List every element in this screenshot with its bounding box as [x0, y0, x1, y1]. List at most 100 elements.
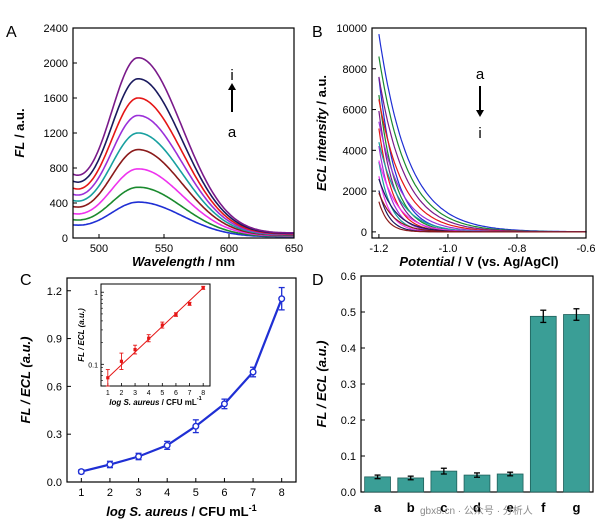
panel-d-y-tick-label: 0.2	[341, 415, 356, 427]
panel-d-y-tick-label: 0.4	[341, 343, 356, 355]
panel-b-ecl-curves: -1.2 -1.0 -0.8 -0.6 0 2000 4000 6000 8000 10000 Po…	[314, 23, 595, 269]
inset-data-point	[106, 376, 110, 380]
panel-d-y-tick-label: 0.3	[341, 379, 356, 391]
panel-b-x-tick-label: -1.0	[438, 243, 457, 255]
panel-b-y-tick-label: 2000	[343, 186, 367, 198]
inset-plot-frame	[100, 283, 211, 387]
panel-c-y-tick-label: 1.2	[47, 286, 62, 298]
inset-x-tick-label: 3	[133, 390, 137, 397]
panel-a-arrow-label-top: i	[230, 67, 233, 84]
inset-data-point	[119, 359, 124, 363]
spectrum-line-c	[72, 168, 294, 237]
panel-b-y-tick-label: 0	[361, 227, 367, 239]
panel-c-data-point	[106, 460, 114, 468]
panel-b-y-axis-label: ECL intensity / a.u.	[314, 75, 329, 191]
ecl-curve-a	[378, 34, 587, 233]
panel-b-arrow-head	[476, 110, 484, 117]
spectrum-line-h	[72, 78, 294, 235]
panel-letter-d: D	[312, 272, 324, 289]
panel-c-y-axis-label: FL / ECL (a.u.)	[18, 337, 33, 424]
inset-x-tick-label: 7	[188, 390, 192, 397]
panel-c-x-tick-label: 3	[136, 487, 142, 499]
bar-g	[563, 314, 590, 493]
inset-x-axis-label: log S. aureus / CFU mL-1	[109, 396, 202, 407]
panel-a-y-tick-label: 400	[50, 198, 68, 210]
inset-data-point	[133, 347, 137, 352]
ecl-curve-e	[378, 121, 586, 233]
inset-y-axis-label: FL / ECL (a.u.)	[77, 308, 86, 362]
panel-a-x-tick-label: 550	[155, 243, 173, 255]
panel-letter-a: A	[6, 24, 17, 41]
bar-category-label-c: c	[440, 500, 447, 515]
panel-a-fluorescence-spectra: 500 550 600 650 0 400 800 1200 1600 2000 2400 Wavel…	[12, 23, 303, 269]
panel-letter-c: C	[20, 272, 32, 289]
inset-data-point	[187, 302, 192, 306]
panel-b-x-tick-label: -0.8	[507, 243, 526, 255]
panel-c-data-point	[135, 453, 143, 461]
panel-b-x-axis-label: Potential / V (vs. Ag/AgCl)	[399, 254, 558, 269]
panel-d-y-tick-label: 0.0	[341, 487, 356, 499]
panel-c-x-tick-label: 8	[279, 487, 285, 499]
panel-b-x-tick-label: -0.6	[577, 243, 596, 255]
inset-x-tick-label: 2	[119, 390, 123, 397]
panel-c-data-point	[249, 368, 257, 376]
panel-c-y-tick-label: 0.3	[47, 429, 62, 441]
panel-c-y-tick-label: 0.9	[47, 334, 62, 346]
panel-c-x-tick-label: 2	[107, 487, 113, 499]
panel-b-y-tick-label: 8000	[343, 64, 367, 76]
panel-c-x-tick-label: 5	[193, 487, 199, 499]
bar-category-label-g: g	[572, 500, 580, 515]
bar-category-label-e: e	[507, 500, 514, 515]
panel-b-arrow-label-top: a	[476, 66, 485, 83]
panel-a-x-tick-label: 600	[220, 243, 238, 255]
inset-x-tick-label: 1	[106, 390, 110, 397]
inset-data-point	[160, 323, 164, 327]
panel-c-ratio-vs-concentration: 1 2 3 4 5 6 7 8 0.0 0.3 0.6 0.9 1.2 log S. aureus / C…	[18, 277, 297, 519]
spectrum-line-e	[72, 132, 294, 236]
spectrum-line-b	[72, 186, 295, 237]
panel-d-selectivity-bars: 0.0 0.1 0.2 0.3 0.4 0.5 0.6 a b c d e f g FL / ECL (a.…	[314, 271, 594, 515]
panel-a-y-axis-label: FL / a.u.	[12, 108, 27, 157]
panel-a-x-tick-label: 500	[90, 243, 108, 255]
bar-f	[529, 315, 557, 493]
panel-a-y-tick-label: 2400	[44, 23, 68, 35]
panel-b-y-tick-label: 4000	[343, 145, 367, 157]
inset-data-point	[201, 286, 205, 290]
inset-y-tick-label: 1	[94, 290, 98, 297]
inset-x-tick-label: 6	[174, 390, 178, 397]
panel-c-x-tick-label: 6	[221, 487, 227, 499]
panel-b-y-tick-label: 10000	[336, 23, 367, 35]
ecl-curve-i	[378, 192, 586, 233]
panel-c-data-point	[192, 422, 200, 430]
inset-data-point	[174, 312, 178, 317]
panel-b-plot-frame	[371, 27, 587, 239]
bar-category-label-d: d	[473, 500, 481, 515]
panel-c-plot-frame	[66, 277, 297, 483]
ecl-curve-c	[378, 76, 587, 233]
panel-c-series-line	[81, 298, 283, 473]
bar-category-label-f: f	[541, 500, 546, 515]
inset-y-tick-label: 0.1	[88, 362, 98, 369]
panel-c-x-axis-label: log S. aureus / CFU mL-1	[106, 503, 256, 519]
inset-data-point	[147, 336, 151, 340]
bar-category-label-a: a	[374, 500, 382, 515]
inset-fit-line	[107, 287, 204, 379]
panel-d-y-axis-label: FL / ECL (a.u.)	[314, 341, 329, 428]
panel-a-y-tick-label: 1600	[44, 93, 68, 105]
spectrum-line-i	[72, 57, 294, 234]
panel-a-arrow-label-bottom: a	[228, 124, 237, 141]
panel-d-y-tick-label: 0.6	[341, 271, 356, 283]
panel-a-x-tick-label: 650	[285, 243, 303, 255]
panel-d-plot-frame	[360, 275, 594, 493]
bar-category-label-b: b	[407, 500, 415, 515]
panel-c-y-tick-label: 0.6	[47, 381, 62, 393]
panel-c-x-tick-label: 7	[250, 487, 256, 499]
panel-a-arrow-head	[228, 83, 236, 90]
panel-b-x-tick-label: -1.2	[369, 243, 388, 255]
panel-letter-b: B	[312, 24, 323, 41]
panel-a-y-tick-label: 0	[62, 233, 68, 245]
panel-c-data-point	[163, 441, 171, 449]
panel-c-x-tick-label: 1	[78, 487, 84, 499]
inset-x-tick-label: 8	[201, 390, 205, 397]
